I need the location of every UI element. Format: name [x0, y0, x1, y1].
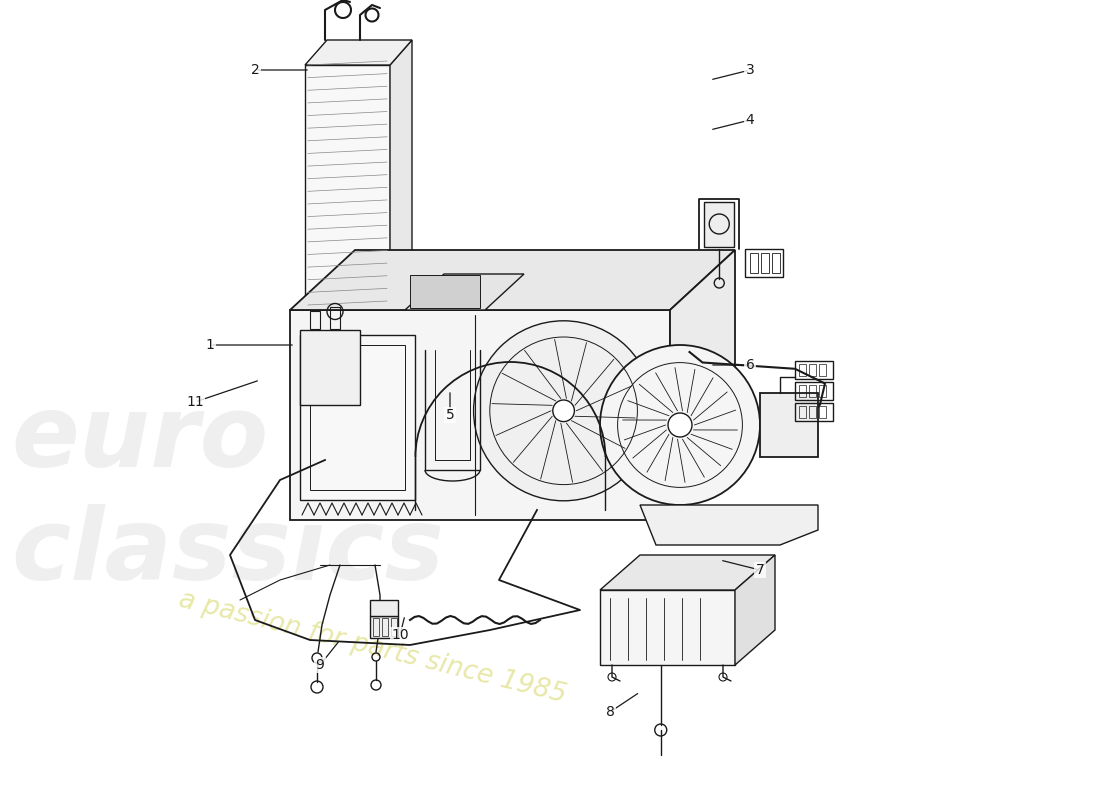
Bar: [799, 385, 806, 397]
Text: 1: 1: [206, 338, 214, 352]
Bar: [390, 618, 397, 636]
Bar: [761, 253, 769, 273]
Bar: [745, 249, 783, 277]
Text: a passion for parts since 1985: a passion for parts since 1985: [176, 587, 569, 709]
Circle shape: [600, 345, 760, 505]
Bar: [330, 307, 340, 330]
Text: 10: 10: [392, 628, 409, 642]
Polygon shape: [305, 40, 412, 65]
Polygon shape: [670, 250, 735, 520]
Bar: [820, 385, 826, 397]
Text: 5: 5: [446, 408, 454, 422]
Bar: [704, 202, 734, 247]
Text: 3: 3: [746, 63, 755, 77]
Polygon shape: [390, 40, 412, 305]
Bar: [820, 364, 826, 376]
Bar: [795, 402, 833, 421]
Bar: [799, 364, 806, 376]
Bar: [808, 406, 816, 418]
Bar: [795, 382, 833, 400]
Bar: [808, 385, 816, 397]
Circle shape: [668, 413, 692, 437]
Text: euro
classics: euro classics: [11, 391, 444, 601]
Bar: [370, 616, 398, 638]
Text: 11: 11: [186, 395, 204, 409]
Text: 6: 6: [746, 358, 755, 372]
Polygon shape: [290, 250, 735, 310]
Bar: [382, 618, 388, 636]
Bar: [799, 406, 806, 418]
Polygon shape: [735, 555, 776, 665]
Polygon shape: [640, 505, 818, 545]
Text: 4: 4: [746, 113, 755, 127]
Circle shape: [474, 321, 653, 501]
Polygon shape: [600, 555, 775, 590]
Bar: [808, 364, 816, 376]
Bar: [300, 330, 360, 405]
Polygon shape: [600, 590, 735, 665]
Bar: [750, 253, 758, 273]
Polygon shape: [405, 274, 524, 310]
Bar: [373, 618, 380, 636]
Bar: [300, 335, 415, 500]
Circle shape: [553, 400, 574, 422]
Bar: [310, 311, 320, 330]
Text: 2: 2: [251, 63, 260, 77]
Bar: [772, 253, 780, 273]
Bar: [795, 361, 833, 378]
Bar: [820, 406, 826, 418]
Bar: [370, 600, 398, 616]
Text: 7: 7: [756, 563, 764, 577]
Bar: [310, 345, 405, 490]
Text: 9: 9: [316, 658, 324, 672]
Polygon shape: [290, 310, 670, 520]
Text: 8: 8: [606, 705, 615, 719]
Bar: [410, 275, 480, 308]
Polygon shape: [305, 65, 390, 305]
Bar: [760, 393, 818, 457]
